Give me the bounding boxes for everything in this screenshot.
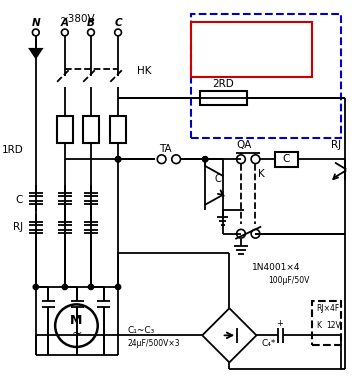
Text: K: K xyxy=(258,169,265,179)
Circle shape xyxy=(116,157,121,161)
Text: +: + xyxy=(276,319,283,328)
Text: B: B xyxy=(87,18,95,28)
Circle shape xyxy=(87,29,94,36)
Text: TA: TA xyxy=(159,143,171,154)
Circle shape xyxy=(89,285,93,289)
Bar xyxy=(191,22,312,77)
Circle shape xyxy=(116,157,121,161)
Circle shape xyxy=(116,157,121,161)
Circle shape xyxy=(237,230,245,238)
Text: 12V: 12V xyxy=(326,321,341,330)
Bar xyxy=(275,152,298,167)
Text: ~380V: ~380V xyxy=(60,14,96,24)
Text: 1N4001×4: 1N4001×4 xyxy=(252,263,300,272)
Circle shape xyxy=(116,285,121,289)
Text: A: A xyxy=(61,18,69,28)
Circle shape xyxy=(172,155,180,163)
Text: N: N xyxy=(31,18,40,28)
Text: C₄*: C₄* xyxy=(261,339,276,348)
Circle shape xyxy=(32,29,39,36)
Circle shape xyxy=(55,304,98,347)
Text: HK: HK xyxy=(138,66,152,76)
Text: 100μF/50V: 100μF/50V xyxy=(268,276,310,285)
Circle shape xyxy=(115,29,121,36)
Circle shape xyxy=(251,155,260,163)
Text: C: C xyxy=(215,174,222,183)
Circle shape xyxy=(33,285,38,289)
Text: 24μF/500V×3: 24μF/500V×3 xyxy=(128,339,180,348)
Text: K: K xyxy=(316,321,321,330)
Bar xyxy=(312,301,341,345)
Bar xyxy=(57,116,73,143)
Text: QA: QA xyxy=(236,140,252,150)
Text: C: C xyxy=(16,195,23,205)
Text: RJ×4F: RJ×4F xyxy=(316,304,340,313)
Text: 2RD: 2RD xyxy=(213,79,234,89)
Circle shape xyxy=(203,157,208,161)
Circle shape xyxy=(237,155,245,163)
Circle shape xyxy=(251,230,260,238)
Text: M: M xyxy=(70,314,83,327)
Circle shape xyxy=(62,29,68,36)
Polygon shape xyxy=(28,48,44,59)
Circle shape xyxy=(203,157,208,161)
Text: C: C xyxy=(283,154,290,164)
Bar xyxy=(200,91,247,105)
Text: ~: ~ xyxy=(71,327,82,340)
Text: C₁~C₃: C₁~C₃ xyxy=(128,326,155,335)
Bar xyxy=(110,116,126,143)
Text: RJ: RJ xyxy=(331,140,341,150)
Circle shape xyxy=(62,285,67,289)
Text: C: C xyxy=(114,18,122,28)
Circle shape xyxy=(157,155,166,163)
Text: 1RD: 1RD xyxy=(1,145,23,154)
Text: RJ: RJ xyxy=(13,222,23,232)
Bar xyxy=(83,116,99,143)
Bar xyxy=(191,14,341,138)
